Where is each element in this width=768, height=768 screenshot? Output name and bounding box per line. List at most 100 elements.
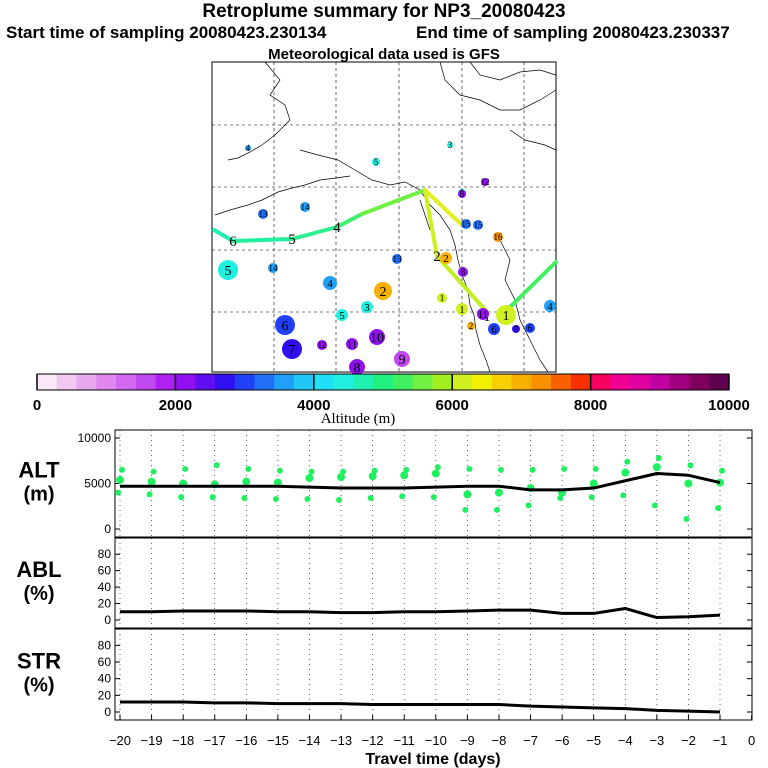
colorbar-tick-label: 10000: [708, 397, 750, 414]
scatter-point: [182, 465, 189, 472]
x-tick-label: −16: [235, 733, 257, 748]
scatter-point: [466, 465, 473, 472]
scatter-point: [494, 488, 503, 497]
scatter-point: [273, 478, 282, 487]
colorbar-cell: [353, 374, 374, 390]
y-tick-label: 60: [98, 564, 112, 578]
cluster-label: 13: [259, 209, 269, 219]
y-axis-label-unit: (m): [23, 484, 54, 506]
cluster-marker: [496, 305, 516, 325]
scatter-point: [242, 477, 251, 486]
cluster-marker: [372, 158, 380, 166]
colorbar-cell: [649, 374, 671, 390]
scatter-point: [529, 466, 536, 473]
scatter-point: [116, 475, 124, 484]
scatter-point: [305, 474, 314, 483]
colorbar-cell: [689, 374, 710, 390]
plume-track: [212, 188, 558, 315]
colorbar-cell: [313, 374, 335, 390]
x-tick-label: −12: [362, 733, 384, 748]
scatter-point: [119, 466, 125, 473]
cluster-label: 3: [364, 302, 370, 314]
panel-frame: [114, 429, 753, 538]
x-tick-label: −15: [267, 733, 289, 748]
cluster-label: 8: [460, 189, 465, 199]
colorbar-cell: [254, 374, 275, 390]
colorbar-title: Altitude (m): [321, 411, 396, 427]
y-tick-label: 80: [98, 638, 112, 652]
cluster-label: 1: [440, 293, 445, 303]
panel-frame: [114, 537, 753, 629]
x-tick-label: −3: [649, 733, 664, 748]
map-panel: 12456 1112223334445556667788891011111212…: [211, 61, 558, 376]
scatter-point: [715, 505, 722, 512]
y-tick-label: 20: [98, 597, 112, 611]
cluster-marker: [323, 276, 337, 290]
start-time-label: Start time of sampling 20080423.230134: [6, 23, 327, 42]
met-data-label: Meteorological data used is GFS: [268, 46, 500, 63]
scatter-point: [209, 494, 216, 501]
coastlines: [214, 61, 557, 373]
scatter-point: [115, 489, 121, 496]
colorbar-cell: [412, 374, 433, 390]
x-tick-label: −18: [172, 733, 194, 748]
x-tick-label: −10: [425, 733, 447, 748]
x-tick-label: −1: [713, 733, 728, 748]
cluster-marker: [369, 329, 385, 345]
colorbar-cell: [175, 374, 196, 390]
colorbar-cell: [511, 374, 532, 390]
y-tick-label: 60: [98, 655, 112, 669]
panel-frame: [114, 628, 753, 721]
colorbar-cell: [294, 374, 315, 390]
scatter-point: [147, 477, 156, 486]
colorbar-tick-label: 8000: [574, 397, 607, 414]
colorbar-cell: [76, 374, 97, 390]
scatter-point: [213, 462, 220, 469]
cluster-label: 4: [327, 278, 333, 290]
cluster-marker: [300, 202, 310, 212]
y-tick-label: 5000: [84, 477, 111, 491]
scatter-point: [497, 466, 504, 473]
cluster-marker: [461, 219, 471, 229]
colorbar-cell: [709, 374, 730, 390]
cluster-label: 15: [462, 219, 472, 229]
cluster-label: 4: [246, 143, 251, 153]
cluster-label: 16: [494, 232, 504, 242]
colorbar-cell: [630, 374, 651, 390]
colorbar-cell: [669, 374, 690, 390]
y-tick-label: 40: [98, 672, 112, 686]
x-tick-label: −7: [523, 733, 538, 748]
x-tick-label: −20: [109, 733, 131, 748]
cluster-label: 4: [547, 301, 553, 313]
scatter-point: [337, 473, 346, 482]
colorbar-cell: [116, 374, 137, 390]
x-tick-label: −14: [298, 733, 320, 748]
cluster-marker: [317, 340, 327, 350]
map-gridlines: [212, 62, 556, 372]
scatter-point: [624, 458, 631, 465]
cluster-label: 5: [374, 157, 379, 167]
y-tick-label: 80: [98, 547, 112, 561]
cluster-label: 13: [393, 254, 403, 264]
x-tick-label: −2: [681, 733, 696, 748]
colorbar-cell: [432, 374, 453, 390]
scatter-point: [525, 502, 532, 509]
y-tick-label: 20: [98, 688, 112, 702]
plume-path-label: 2: [433, 249, 441, 265]
cluster-label: 6: [282, 319, 289, 334]
cluster-label: 12: [481, 177, 490, 187]
x-axis: −20 −19 −18 −17 −16 −15 −14 −13 −12 −11 −10 −9 −8 −7−…: [109, 715, 755, 768]
cluster-marker: [349, 359, 365, 375]
colorbar-cell: [471, 374, 493, 390]
scatter-point: [655, 455, 662, 462]
colorbar-cell: [392, 374, 414, 390]
cluster-marker: [437, 293, 447, 303]
cluster-label: 6: [528, 323, 533, 333]
x-tick-label: −19: [141, 733, 163, 748]
cluster-marker: [512, 325, 520, 333]
cluster-label: 1: [503, 309, 510, 324]
colorbar-tick-label: 4000: [297, 397, 330, 414]
cluster-marker: [477, 308, 489, 320]
x-tick-label: −6: [555, 733, 570, 748]
